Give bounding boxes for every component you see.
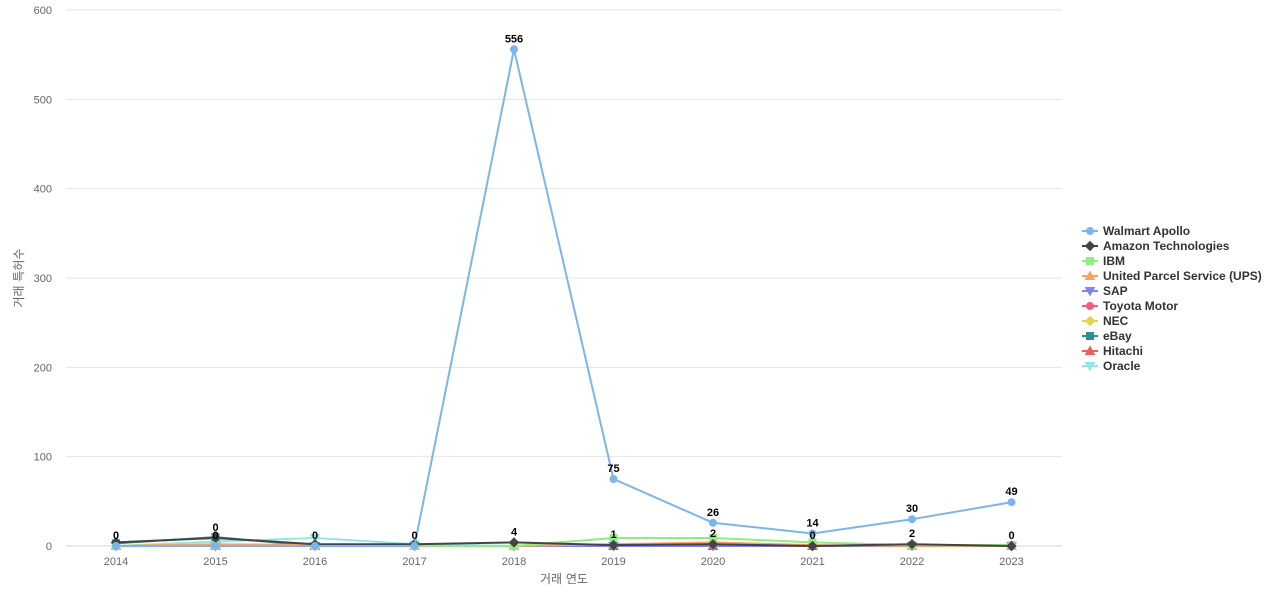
legend-item-sap[interactable]: SAP <box>1082 284 1128 298</box>
data-label: 0 <box>411 530 417 542</box>
x-tick-label: 2022 <box>900 556 924 568</box>
legend-marker <box>1084 270 1096 280</box>
data-point <box>211 542 220 550</box>
legend-marker <box>1086 332 1094 340</box>
legend-item-hitachi[interactable]: Hitachi <box>1082 344 1143 358</box>
x-tick-label: 2023 <box>999 556 1023 568</box>
data-label: 30 <box>906 503 918 515</box>
legend-label: Walmart Apollo <box>1103 224 1190 238</box>
data-label: 0 <box>1008 530 1014 542</box>
x-tick-label: 2019 <box>601 556 625 568</box>
y-tick-label: 300 <box>34 273 52 285</box>
x-tick-label: 2018 <box>502 556 526 568</box>
y-tick-label: 0 <box>46 541 52 553</box>
legend-item-amazon-technologies[interactable]: Amazon Technologies <box>1082 239 1230 253</box>
x-tick-label: 2015 <box>203 556 227 568</box>
legend-marker <box>1084 315 1096 327</box>
data-label: 75 <box>607 463 619 475</box>
legend-marker <box>1084 240 1096 252</box>
data-label: 26 <box>707 507 719 519</box>
legend-label: United Parcel Service (UPS) <box>1103 269 1262 283</box>
legend-label: SAP <box>1103 284 1128 298</box>
y-axis-title: 거래 특허수 <box>12 248 26 307</box>
data-point <box>410 542 419 550</box>
data-label: 0 <box>113 530 119 542</box>
legend-item-ebay[interactable]: eBay <box>1082 329 1132 343</box>
data-label: 4 <box>511 526 518 538</box>
data-label: 0 <box>312 530 318 542</box>
data-point <box>807 540 818 552</box>
data-label: 14 <box>806 517 819 529</box>
legend-marker <box>1084 362 1096 372</box>
y-tick-label: 500 <box>34 94 52 106</box>
legend-label: Hitachi <box>1103 344 1143 358</box>
data-label: 49 <box>1005 486 1017 498</box>
x-axis-title: 거래 연도 <box>540 572 588 586</box>
legend-label: Toyota Motor <box>1103 299 1178 313</box>
gridlines <box>66 9 1062 547</box>
legend-item-nec[interactable]: NEC <box>1082 314 1129 328</box>
data-point <box>808 529 817 538</box>
data-point <box>1006 540 1017 552</box>
x-tick-label: 2021 <box>800 556 824 568</box>
series <box>110 45 1017 552</box>
y-tick-label: 200 <box>34 362 52 374</box>
legend-item-walmart-apollo[interactable]: Walmart Apollo <box>1082 224 1190 238</box>
legend-item-united-parcel-service-ups[interactable]: United Parcel Service (UPS) <box>1082 269 1262 283</box>
series-line-walmart-apollo <box>116 48 1012 547</box>
data-point <box>311 542 319 550</box>
data-point <box>309 533 321 544</box>
data-label: 0 <box>212 522 218 534</box>
x-tick-label: 2017 <box>402 556 426 568</box>
legend-marker <box>1084 345 1096 355</box>
data-label: 556 <box>505 33 523 45</box>
y-tick-label: 400 <box>34 184 52 196</box>
legend-label: NEC <box>1103 314 1129 328</box>
legend-label: eBay <box>1103 329 1132 343</box>
legend-marker <box>1086 257 1094 265</box>
data-point <box>908 515 916 524</box>
legend-marker <box>1086 227 1094 235</box>
data-point <box>609 475 618 483</box>
legend-marker <box>1086 302 1094 310</box>
series-line-amazon-technologies <box>115 536 1012 547</box>
y-tick-label: 600 <box>34 5 52 17</box>
data-label: 2 <box>710 528 716 540</box>
legend-item-toyota-motor[interactable]: Toyota Motor <box>1082 299 1178 313</box>
data-point <box>608 539 619 551</box>
x-tick-label: 2020 <box>701 556 725 568</box>
data-label: 1 <box>610 529 616 541</box>
data-label: 2 <box>909 528 915 540</box>
series-walmart-apollo <box>112 45 1016 550</box>
data-point <box>508 537 520 548</box>
data-point <box>709 518 717 527</box>
legend-marker <box>1084 287 1096 297</box>
x-tick-label: 2014 <box>104 556 128 568</box>
legend-item-oracle[interactable]: Oracle <box>1082 359 1141 373</box>
data-point <box>1007 498 1016 507</box>
y-tick-label: 100 <box>34 452 52 464</box>
data-point <box>112 542 120 550</box>
data-point <box>510 45 518 54</box>
data-label: 0 <box>809 530 815 542</box>
legend-label: IBM <box>1103 254 1125 268</box>
legend-label: Amazon Technologies <box>1103 239 1230 253</box>
legend-item-ibm[interactable]: IBM <box>1082 254 1125 268</box>
x-tick-label: 2016 <box>303 556 327 568</box>
data-point <box>906 539 918 550</box>
legend-label: Oracle <box>1103 359 1141 373</box>
data-point <box>707 539 719 550</box>
series-ibm <box>112 533 1016 550</box>
data-label: 0 <box>212 530 218 542</box>
